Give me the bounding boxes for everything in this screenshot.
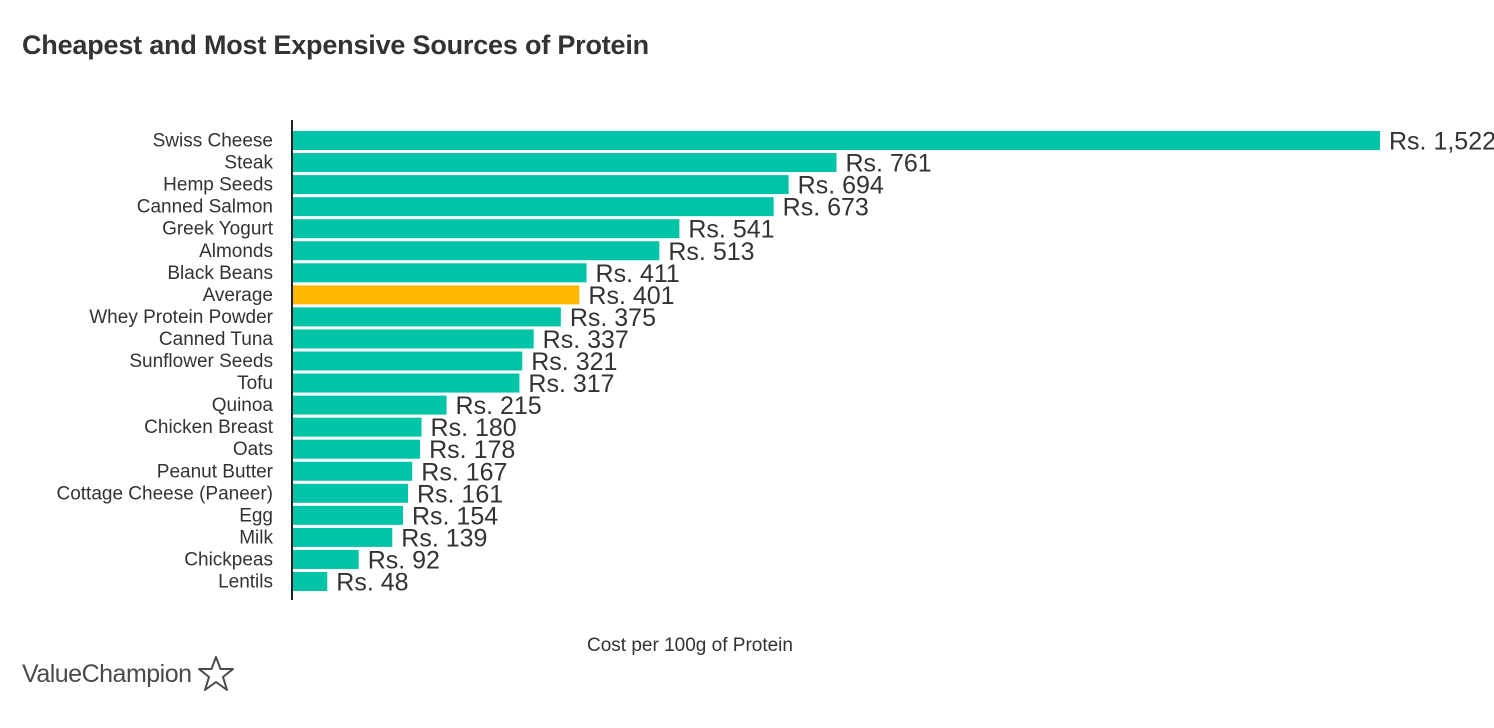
x-axis-label: Cost per 100g of Protein [587,635,793,656]
value-label-chickpeas: Rs. 92 [368,546,440,574]
bar-hemp-seeds [293,175,789,195]
bar-canned-tuna [293,329,534,349]
value-label-canned-tuna: Rs. 337 [543,326,629,354]
value-label-quinoa: Rs. 215 [456,392,542,420]
bar-canned-salmon [293,197,774,217]
value-label-egg: Rs. 154 [412,502,498,530]
category-label-quinoa: Quinoa [212,395,274,416]
category-label-whey-protein-powder: Whey Protein Powder [89,307,273,328]
category-label-egg: Egg [239,505,273,526]
bar-tofu [293,373,520,393]
category-label-swiss-cheese: Swiss Cheese [153,131,273,152]
category-label-almonds: Almonds [199,241,273,262]
category-label-steak: Steak [224,153,273,174]
value-label-peanut-butter: Rs. 167 [421,458,507,486]
value-label-milk: Rs. 139 [401,524,487,552]
category-label-chickpeas: Chickpeas [184,549,273,570]
value-label-swiss-cheese: Rs. 1,522 [1389,128,1494,156]
bar-chicken-breast [293,417,422,437]
valuechampion-logo: ValueChampion [22,655,236,693]
category-label-canned-tuna: Canned Tuna [159,329,274,350]
category-label-tofu: Tofu [237,373,273,394]
bar-lentils [293,572,328,591]
category-label-sunflower-seeds: Sunflower Seeds [129,351,273,372]
star-outline-icon [197,656,234,691]
category-label-canned-salmon: Canned Salmon [137,197,273,218]
value-label-black-beans: Rs. 411 [596,260,680,288]
value-label-almonds: Rs. 513 [668,238,754,266]
bar-peanut-butter [293,461,413,481]
value-label-greek-yogurt: Rs. 541 [688,216,774,244]
value-label-cottage-cheese-paneer: Rs. 161 [417,480,503,508]
bar-average [293,285,580,305]
chart-title: Cheapest and Most Expensive Sources of P… [22,30,649,60]
bar-egg [293,505,403,525]
category-label-chicken-breast: Chicken Breast [144,417,274,438]
logo-text: ValueChampion [22,659,192,688]
value-label-tofu: Rs. 317 [528,370,614,398]
value-label-chicken-breast: Rs. 180 [431,414,517,442]
bar-almonds [293,241,660,261]
bar-greek-yogurt [293,219,680,239]
bar-cottage-cheese-paneer [293,483,408,503]
bar-oats [293,439,421,459]
value-label-oats: Rs. 178 [429,436,515,464]
category-label-lentils: Lentils [218,572,273,593]
category-label-cottage-cheese-paneer: Cottage Cheese (Paneer) [56,483,273,504]
category-label-hemp-seeds: Hemp Seeds [163,175,273,196]
bar-black-beans [293,263,587,283]
category-label-oats: Oats [233,439,273,460]
value-label-whey-protein-powder: Rs. 375 [570,304,656,332]
category-label-peanut-butter: Peanut Butter [157,461,274,482]
category-label-black-beans: Black Beans [167,263,273,284]
value-label-canned-salmon: Rs. 673 [783,194,869,222]
category-label-average: Average [203,285,273,306]
bar-whey-protein-powder [293,307,561,327]
bar-sunflower-seeds [293,351,523,371]
value-label-steak: Rs. 761 [846,150,932,178]
category-label-milk: Milk [239,527,273,548]
value-label-lentils: Rs. 48 [336,569,408,597]
value-label-sunflower-seeds: Rs. 321 [531,348,617,376]
value-label-average: Rs. 401 [588,282,674,310]
bar-swiss-cheese [293,131,1380,150]
bar-milk [293,527,393,547]
bar-quinoa [293,395,447,415]
bar-steak [293,153,837,173]
value-label-hemp-seeds: Rs. 694 [798,172,884,200]
bar-chickpeas [293,549,359,569]
category-label-greek-yogurt: Greek Yogurt [162,219,274,240]
